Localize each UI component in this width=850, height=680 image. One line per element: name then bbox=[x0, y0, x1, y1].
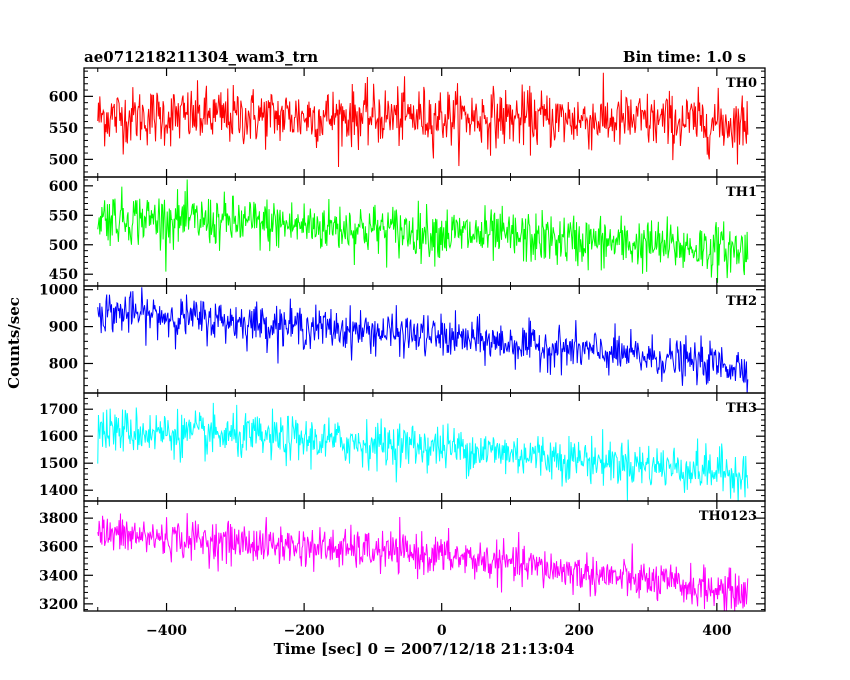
x-tick-label: −200 bbox=[284, 623, 325, 639]
y-tick-label: 1400 bbox=[39, 483, 78, 499]
x-axis: −400 −200 0 200 400 bbox=[146, 623, 732, 639]
panel-label-th3: TH3 bbox=[726, 401, 757, 416]
panel-label-th0: TH0 bbox=[726, 76, 757, 91]
x-tick-label: 0 bbox=[437, 623, 447, 639]
series-line-th0123 bbox=[97, 513, 749, 611]
series-line-th0 bbox=[97, 72, 749, 167]
x-tick-label: −400 bbox=[146, 623, 187, 639]
x-tick-label: 200 bbox=[565, 623, 594, 639]
panel-th0: 500 550 600 TH0 bbox=[49, 67, 766, 178]
panel-th0123: 3200 3400 3600 3800 TH0123 bbox=[39, 500, 766, 613]
y-tick-label: 3800 bbox=[39, 511, 78, 527]
y-tick-label: 900 bbox=[49, 320, 78, 336]
y-tick-label: 1600 bbox=[39, 429, 78, 445]
y-tick-label: 600 bbox=[49, 179, 78, 195]
y-tick-label: 450 bbox=[49, 267, 78, 283]
series-line-th3 bbox=[97, 402, 749, 501]
x-axis-label: Time [sec] 0 = 2007/12/18 21:13:04 bbox=[274, 640, 575, 658]
panel-label-th1: TH1 bbox=[726, 185, 757, 200]
y-tick-label: 600 bbox=[49, 89, 78, 105]
y-axis-label: Counts/sec bbox=[5, 297, 23, 389]
panel-th3: 1400 1500 1600 1700 TH3 bbox=[39, 392, 766, 502]
panel-th1: 450 500 550 600 TH1 bbox=[49, 176, 766, 287]
y-tick-label: 800 bbox=[49, 356, 78, 372]
chart-title: ae071218211304_wam3_trn bbox=[84, 48, 318, 66]
panels-group: 500 550 600 TH0 450 500 550 600 TH1 800 900 1000 TH2… bbox=[39, 67, 766, 613]
y-tick-label: 550 bbox=[49, 121, 78, 137]
series-line-th2 bbox=[97, 287, 749, 393]
panel-label-th2: TH2 bbox=[726, 294, 757, 309]
y-tick-label: 1000 bbox=[39, 283, 78, 299]
y-tick-label: 3600 bbox=[39, 540, 78, 556]
y-tick-label: 500 bbox=[49, 238, 78, 254]
y-tick-label: 1700 bbox=[39, 402, 78, 418]
x-tick-label: 400 bbox=[702, 623, 731, 639]
bin-time-label: Bin time: 1.0 s bbox=[623, 48, 746, 66]
panel-th2: 800 900 1000 TH2 bbox=[39, 283, 766, 394]
y-tick-label: 550 bbox=[49, 208, 78, 224]
y-tick-label: 500 bbox=[49, 152, 78, 168]
y-tick-label: 3400 bbox=[39, 568, 78, 584]
panel-frame bbox=[83, 500, 766, 612]
y-tick-label: 1500 bbox=[39, 456, 78, 472]
panel-label-th0123: TH0123 bbox=[699, 509, 757, 524]
y-tick-label: 3200 bbox=[39, 597, 78, 613]
series-line-th1 bbox=[97, 179, 749, 283]
